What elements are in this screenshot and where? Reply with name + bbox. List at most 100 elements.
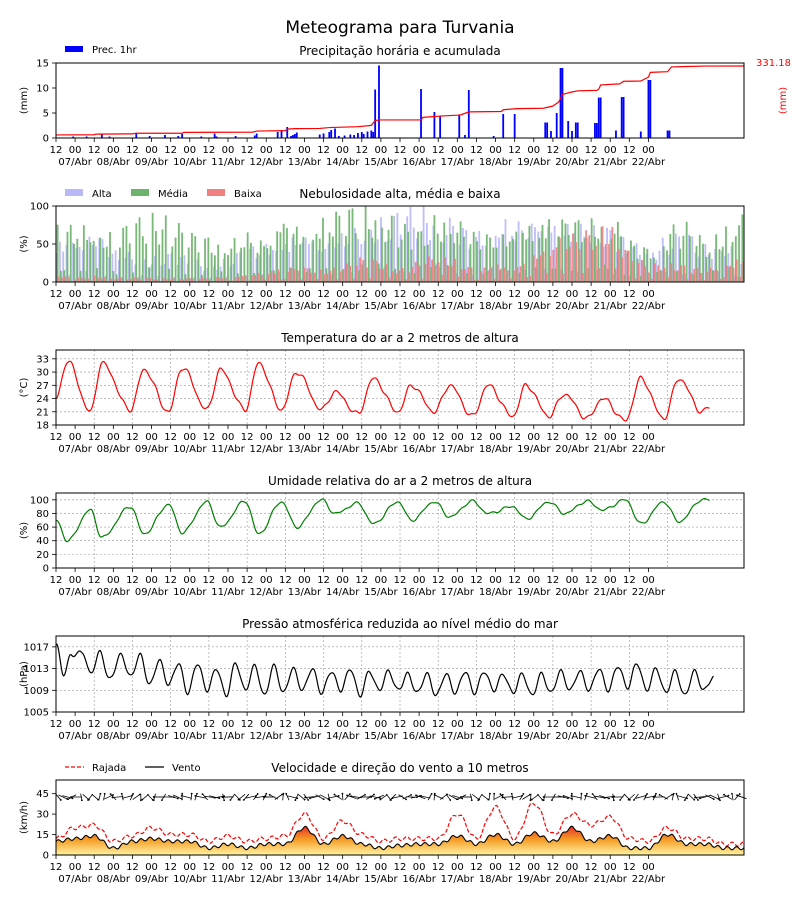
precip-bar xyxy=(668,130,671,138)
cloud-bar xyxy=(244,275,247,282)
x-hour-label: 00 xyxy=(222,145,235,156)
cloud-bar xyxy=(187,247,190,282)
cloud-bar xyxy=(252,246,255,282)
x-hour-label: 00 xyxy=(566,862,579,873)
precip-bar xyxy=(349,134,352,138)
cloud-bar xyxy=(404,224,406,282)
wind-direction-arrow xyxy=(167,795,178,799)
y-axis-label: (hPa) xyxy=(19,661,30,687)
cloud-bar xyxy=(501,234,504,282)
x-date-label: 14/Abr xyxy=(326,587,360,598)
wind-arrow-head xyxy=(456,798,459,801)
x-date-label: 13/Abr xyxy=(288,444,322,455)
cloud-bar xyxy=(283,278,286,282)
cloud-bar xyxy=(417,231,419,282)
cloud-bar xyxy=(597,238,600,282)
wind-arrow-head xyxy=(591,793,594,795)
cloud-bar xyxy=(670,263,673,282)
y-axis-label: (%) xyxy=(19,522,30,539)
x-hour-label: 00 xyxy=(413,575,426,586)
cloud-bar xyxy=(336,279,338,282)
cloud-bar xyxy=(268,254,271,282)
plot-frame xyxy=(55,635,745,713)
cloud-bar xyxy=(285,243,287,282)
wind-arrow-head xyxy=(477,799,480,801)
cloud-bar xyxy=(555,247,558,282)
x-hour-label: 12 xyxy=(394,432,407,443)
x-hour-label: 00 xyxy=(604,719,617,730)
x-date-label: 18/Abr xyxy=(479,301,513,312)
cloud-bar xyxy=(176,265,179,282)
cloud-bar xyxy=(412,227,415,282)
cloud-bar xyxy=(615,251,618,282)
cloud-bar xyxy=(338,215,341,282)
cloud-bar xyxy=(465,230,468,282)
wind-direction-arrow xyxy=(121,793,124,801)
x-hour-label: 12 xyxy=(470,862,483,873)
cloud-bar xyxy=(539,255,542,282)
cloud-bar xyxy=(180,257,183,282)
cloud-bar xyxy=(530,223,533,282)
wind-arrow-head xyxy=(333,793,336,796)
wind-arrow-head xyxy=(697,799,699,801)
cloud-bar xyxy=(538,237,541,282)
cloud-bar xyxy=(303,267,306,282)
cloud-bar xyxy=(432,225,435,282)
cloud-bar xyxy=(275,250,278,282)
wind-direction-arrow xyxy=(245,795,257,799)
x-hour-label: 12 xyxy=(279,575,292,586)
cloud-bar xyxy=(472,231,475,282)
cloud-bar xyxy=(617,249,620,282)
cloud-bar xyxy=(413,273,416,282)
cloud-bar xyxy=(221,278,224,282)
cloud-bar xyxy=(203,270,205,282)
x-hour-label: 00 xyxy=(260,289,273,300)
cloud-bar xyxy=(564,223,567,282)
wind-arrow-head xyxy=(221,796,224,799)
cloud-bar xyxy=(668,254,671,282)
cloud-bar xyxy=(721,246,724,282)
wind-direction-arrow xyxy=(202,793,208,801)
x-date-label: 17/Abr xyxy=(441,157,475,168)
precip-bar xyxy=(280,130,283,138)
cloud-bar xyxy=(457,276,460,282)
cloud-bar xyxy=(673,270,676,282)
panel-humidity: 0 20 40 60 80 100 12 00 12 00 12 00 12 00 12 00 12 00 12 00… xyxy=(19,474,745,598)
cloud-bar xyxy=(508,241,511,282)
cloud-bar xyxy=(372,259,375,282)
x-hour-label: 00 xyxy=(604,432,617,443)
cloud-bar xyxy=(652,252,654,282)
cloud-bar xyxy=(742,261,745,282)
panel-title: Nebulosidade alta, média e baixa xyxy=(299,187,500,201)
precip-bar xyxy=(318,134,321,138)
x-hour-label: 12 xyxy=(279,432,292,443)
y-tick-label: 21 xyxy=(36,407,49,418)
cloud-bar xyxy=(160,265,163,282)
wind-direction-arrow xyxy=(676,795,688,799)
x-date-label: 11/Abr xyxy=(211,157,245,168)
x-date-label: 07/Abr xyxy=(58,587,92,598)
cloud-bar xyxy=(669,233,672,282)
cloud-bar xyxy=(321,251,323,282)
cloud-bar xyxy=(526,277,529,282)
cloud-bar xyxy=(355,265,358,282)
precip-bar xyxy=(148,136,151,138)
x-date-label: 19/Abr xyxy=(517,874,551,885)
y-tick-label: 27 xyxy=(36,381,49,392)
wind-arrow-head xyxy=(671,793,673,796)
cloud-bar xyxy=(637,262,640,282)
cloud-bar xyxy=(662,246,665,282)
x-hour-label: 12 xyxy=(164,575,177,586)
x-hour-label: 00 xyxy=(260,862,273,873)
cloud-bar xyxy=(612,273,615,282)
cloud-bar xyxy=(79,270,82,282)
wind-direction-arrow xyxy=(80,793,83,801)
cloud-bar xyxy=(281,250,284,282)
x-hour-label: 00 xyxy=(566,575,579,586)
x-hour-label: 00 xyxy=(489,719,502,730)
cloud-bar xyxy=(452,225,454,282)
cloud-bar xyxy=(66,231,69,282)
cloud-bar xyxy=(520,230,523,282)
cloud-bar xyxy=(458,244,461,282)
wind-arrow-head xyxy=(580,792,583,795)
